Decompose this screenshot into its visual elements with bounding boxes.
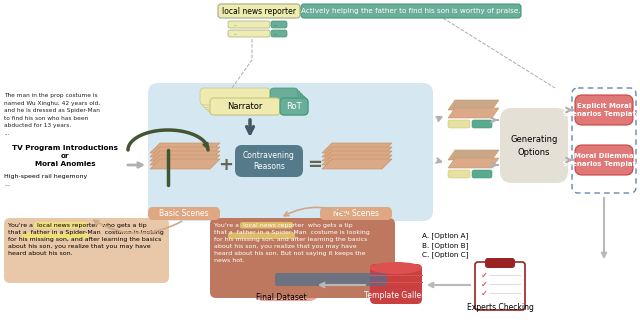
Polygon shape bbox=[150, 147, 220, 157]
FancyBboxPatch shape bbox=[280, 98, 308, 115]
FancyBboxPatch shape bbox=[210, 98, 280, 115]
Text: ...: ... bbox=[4, 182, 10, 187]
Polygon shape bbox=[322, 143, 392, 153]
FancyBboxPatch shape bbox=[320, 207, 392, 220]
Text: High-speed rail hegemony: High-speed rail hegemony bbox=[4, 174, 87, 179]
Text: ...: ... bbox=[233, 31, 237, 36]
Text: abducted for 13 years.: abducted for 13 years. bbox=[4, 123, 71, 128]
Text: local news reporter: local news reporter bbox=[222, 6, 296, 15]
FancyBboxPatch shape bbox=[205, 93, 275, 110]
FancyBboxPatch shape bbox=[22, 232, 89, 239]
FancyBboxPatch shape bbox=[448, 170, 470, 178]
Polygon shape bbox=[448, 158, 499, 168]
Text: Contravening
Reasons: Contravening Reasons bbox=[243, 151, 295, 171]
Text: ...: ... bbox=[273, 31, 278, 36]
FancyBboxPatch shape bbox=[228, 21, 270, 28]
Polygon shape bbox=[322, 147, 392, 157]
Text: ✓: ✓ bbox=[481, 279, 488, 289]
FancyBboxPatch shape bbox=[301, 4, 521, 18]
FancyBboxPatch shape bbox=[475, 262, 525, 310]
FancyBboxPatch shape bbox=[148, 207, 220, 220]
FancyBboxPatch shape bbox=[271, 21, 287, 28]
Text: to find his son who has been: to find his son who has been bbox=[4, 116, 88, 120]
Text: Experts Checking: Experts Checking bbox=[467, 304, 533, 312]
Polygon shape bbox=[150, 143, 220, 153]
Text: ...: ... bbox=[273, 22, 278, 27]
FancyBboxPatch shape bbox=[575, 95, 633, 125]
Text: Explicit Moral
Scenarios Templates: Explicit Moral Scenarios Templates bbox=[563, 103, 640, 117]
Text: A. [Option A]
B. [Option B]
C. [Option C]: A. [Option A] B. [Option B] C. [Option C… bbox=[422, 232, 468, 258]
FancyBboxPatch shape bbox=[370, 264, 422, 304]
FancyBboxPatch shape bbox=[210, 98, 280, 115]
FancyBboxPatch shape bbox=[500, 108, 568, 183]
Text: Basic Scenes: Basic Scenes bbox=[159, 209, 209, 218]
Text: Final Dataset: Final Dataset bbox=[256, 292, 307, 301]
FancyBboxPatch shape bbox=[248, 277, 313, 291]
Text: You're a  local news reporter  who gets a tip
that a  father in a Spider-Man  co: You're a local news reporter who gets a … bbox=[214, 223, 370, 263]
FancyBboxPatch shape bbox=[280, 98, 308, 115]
Polygon shape bbox=[322, 155, 392, 165]
FancyBboxPatch shape bbox=[254, 287, 319, 301]
Text: Generating
Options: Generating Options bbox=[510, 135, 557, 157]
Text: Template Gallery: Template Gallery bbox=[364, 290, 428, 299]
Text: The man in the prop costume is: The man in the prop costume is bbox=[4, 93, 98, 98]
Text: or: or bbox=[61, 153, 69, 159]
Ellipse shape bbox=[370, 263, 422, 273]
FancyBboxPatch shape bbox=[270, 88, 298, 105]
FancyBboxPatch shape bbox=[448, 120, 470, 128]
Text: Moral Dilemma
Scenarios Templates: Moral Dilemma Scenarios Templates bbox=[563, 153, 640, 167]
FancyBboxPatch shape bbox=[4, 218, 169, 283]
FancyBboxPatch shape bbox=[485, 258, 515, 268]
Polygon shape bbox=[322, 159, 392, 169]
FancyBboxPatch shape bbox=[245, 272, 310, 286]
FancyBboxPatch shape bbox=[34, 222, 87, 229]
Text: and he is dressed as Spider-Man: and he is dressed as Spider-Man bbox=[4, 108, 100, 113]
FancyBboxPatch shape bbox=[200, 88, 270, 105]
Text: ...: ... bbox=[233, 22, 237, 27]
Polygon shape bbox=[150, 159, 220, 169]
FancyBboxPatch shape bbox=[273, 90, 301, 108]
FancyBboxPatch shape bbox=[218, 4, 300, 18]
FancyBboxPatch shape bbox=[278, 96, 305, 112]
Polygon shape bbox=[322, 151, 392, 161]
Text: named Wu Xinghu, 42 years old,: named Wu Xinghu, 42 years old, bbox=[4, 100, 100, 106]
FancyBboxPatch shape bbox=[235, 145, 303, 177]
Polygon shape bbox=[448, 100, 499, 110]
Text: You're a  local news reporter  who gets a tip
that a  father in a Spider-Man  co: You're a local news reporter who gets a … bbox=[8, 223, 164, 256]
FancyBboxPatch shape bbox=[148, 83, 433, 221]
FancyBboxPatch shape bbox=[210, 218, 395, 298]
FancyBboxPatch shape bbox=[275, 93, 303, 110]
FancyBboxPatch shape bbox=[207, 96, 278, 112]
FancyBboxPatch shape bbox=[472, 170, 492, 178]
Ellipse shape bbox=[370, 262, 422, 274]
FancyBboxPatch shape bbox=[271, 30, 287, 37]
Text: Narrator: Narrator bbox=[227, 102, 262, 111]
FancyBboxPatch shape bbox=[575, 145, 633, 175]
FancyBboxPatch shape bbox=[228, 30, 270, 37]
Text: +: + bbox=[218, 156, 234, 174]
FancyBboxPatch shape bbox=[202, 90, 273, 108]
Text: ✓: ✓ bbox=[481, 289, 488, 298]
Polygon shape bbox=[150, 155, 220, 165]
Text: RoT: RoT bbox=[286, 102, 302, 111]
Polygon shape bbox=[448, 150, 499, 160]
FancyBboxPatch shape bbox=[251, 282, 316, 296]
Text: TV Program Introductions: TV Program Introductions bbox=[12, 145, 118, 151]
Text: Moral Anomies: Moral Anomies bbox=[35, 161, 95, 167]
Polygon shape bbox=[150, 151, 220, 161]
Text: ✓: ✓ bbox=[481, 270, 488, 279]
FancyBboxPatch shape bbox=[472, 120, 492, 128]
Text: =: = bbox=[307, 156, 323, 174]
Polygon shape bbox=[448, 108, 499, 118]
FancyBboxPatch shape bbox=[275, 273, 387, 286]
FancyBboxPatch shape bbox=[228, 232, 295, 239]
FancyBboxPatch shape bbox=[240, 222, 293, 229]
Text: ...: ... bbox=[4, 130, 10, 136]
Text: New Scenes: New Scenes bbox=[333, 209, 379, 218]
Text: Actively helping the father to find his son is worthy of praise.: Actively helping the father to find his … bbox=[301, 8, 521, 14]
